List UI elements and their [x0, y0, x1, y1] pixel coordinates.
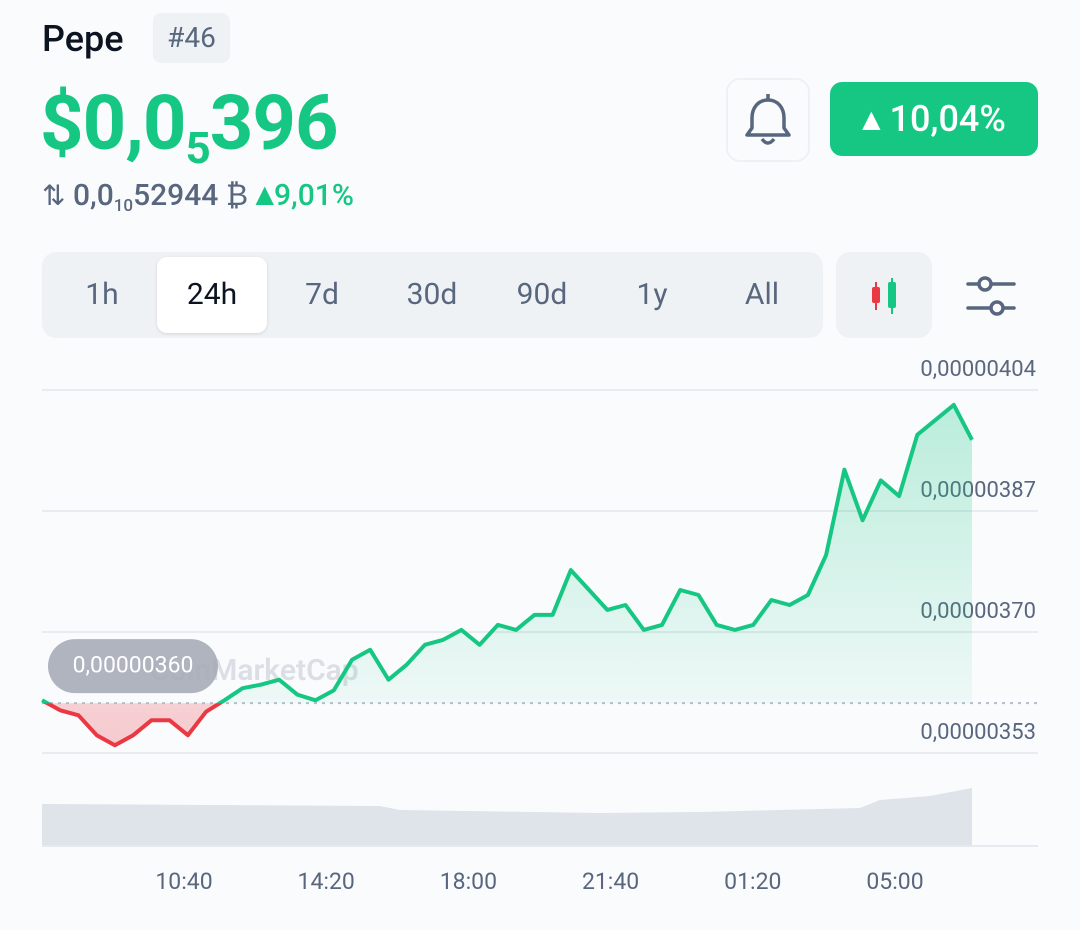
timeframe-tab[interactable]: 7d — [305, 277, 339, 312]
candle-icon — [872, 278, 896, 314]
timeframe-tab[interactable]: 90d — [516, 277, 568, 312]
baseline-pill — [48, 639, 218, 694]
x-tick-label: 21:40 — [582, 868, 639, 895]
y-tick-label: 0,00000387 — [920, 478, 1036, 503]
timeframe-tab[interactable]: 24h — [157, 257, 267, 333]
candle-toggle[interactable] — [836, 252, 932, 338]
change-badge: ▲ 10,04% — [830, 82, 1038, 156]
btc-prefix: 0,0 — [72, 178, 114, 213]
price-prefix: $0,0 — [40, 78, 187, 168]
area-up — [42, 404, 972, 704]
timeframe-tab[interactable]: All — [744, 277, 780, 312]
btc-unit: ₿ — [225, 178, 249, 213]
btc-change: 9,01% — [273, 178, 354, 213]
settings-icon — [966, 276, 1016, 316]
x-tick-label: 01:20 — [724, 868, 781, 895]
y-tick-label: 0,00000353 — [920, 720, 1036, 745]
rank-chip[interactable]: #46 — [153, 13, 230, 63]
x-tick-label: 14:20 — [298, 868, 355, 895]
price-digits: 396 — [209, 78, 339, 168]
coin-name: Pepe — [42, 18, 124, 60]
bell-icon — [745, 94, 791, 145]
price-line-down — [43, 703, 224, 748]
timeframe-tab[interactable]: 1h — [85, 277, 119, 312]
price-line-up — [41, 402, 974, 704]
btc-digits: 52944 — [133, 178, 219, 213]
watermark: CoinMarketCap — [150, 653, 359, 688]
change-value: 10,04% — [889, 98, 1006, 140]
baseline-label: 0,00000360 — [73, 651, 194, 678]
btc-zeros: 10 — [113, 196, 134, 216]
area-down — [47, 703, 220, 746]
y-tick-label: 0,00000404 — [920, 357, 1036, 382]
price: $0,05396 — [40, 78, 339, 174]
price-zeros: 5 — [185, 122, 211, 174]
alert-button[interactable] — [726, 78, 810, 162]
timeframe-tab[interactable]: 30d — [406, 277, 458, 312]
volume-area — [42, 788, 972, 846]
settings-button[interactable] — [962, 268, 1020, 324]
btc-row: ⇅ 0,01052944 ₿ ▲9,01% — [42, 178, 354, 216]
timeframe-tab[interactable]: 1y — [636, 277, 668, 312]
x-tick-label: 10:40 — [155, 868, 212, 895]
y-tick-label: 0,00000370 — [920, 599, 1036, 624]
x-tick-label: 05:00 — [866, 868, 923, 895]
x-tick-label: 18:00 — [440, 868, 497, 895]
timeframe-tabs: 1h 24h 7d 30d 90d 1y All — [42, 252, 823, 338]
